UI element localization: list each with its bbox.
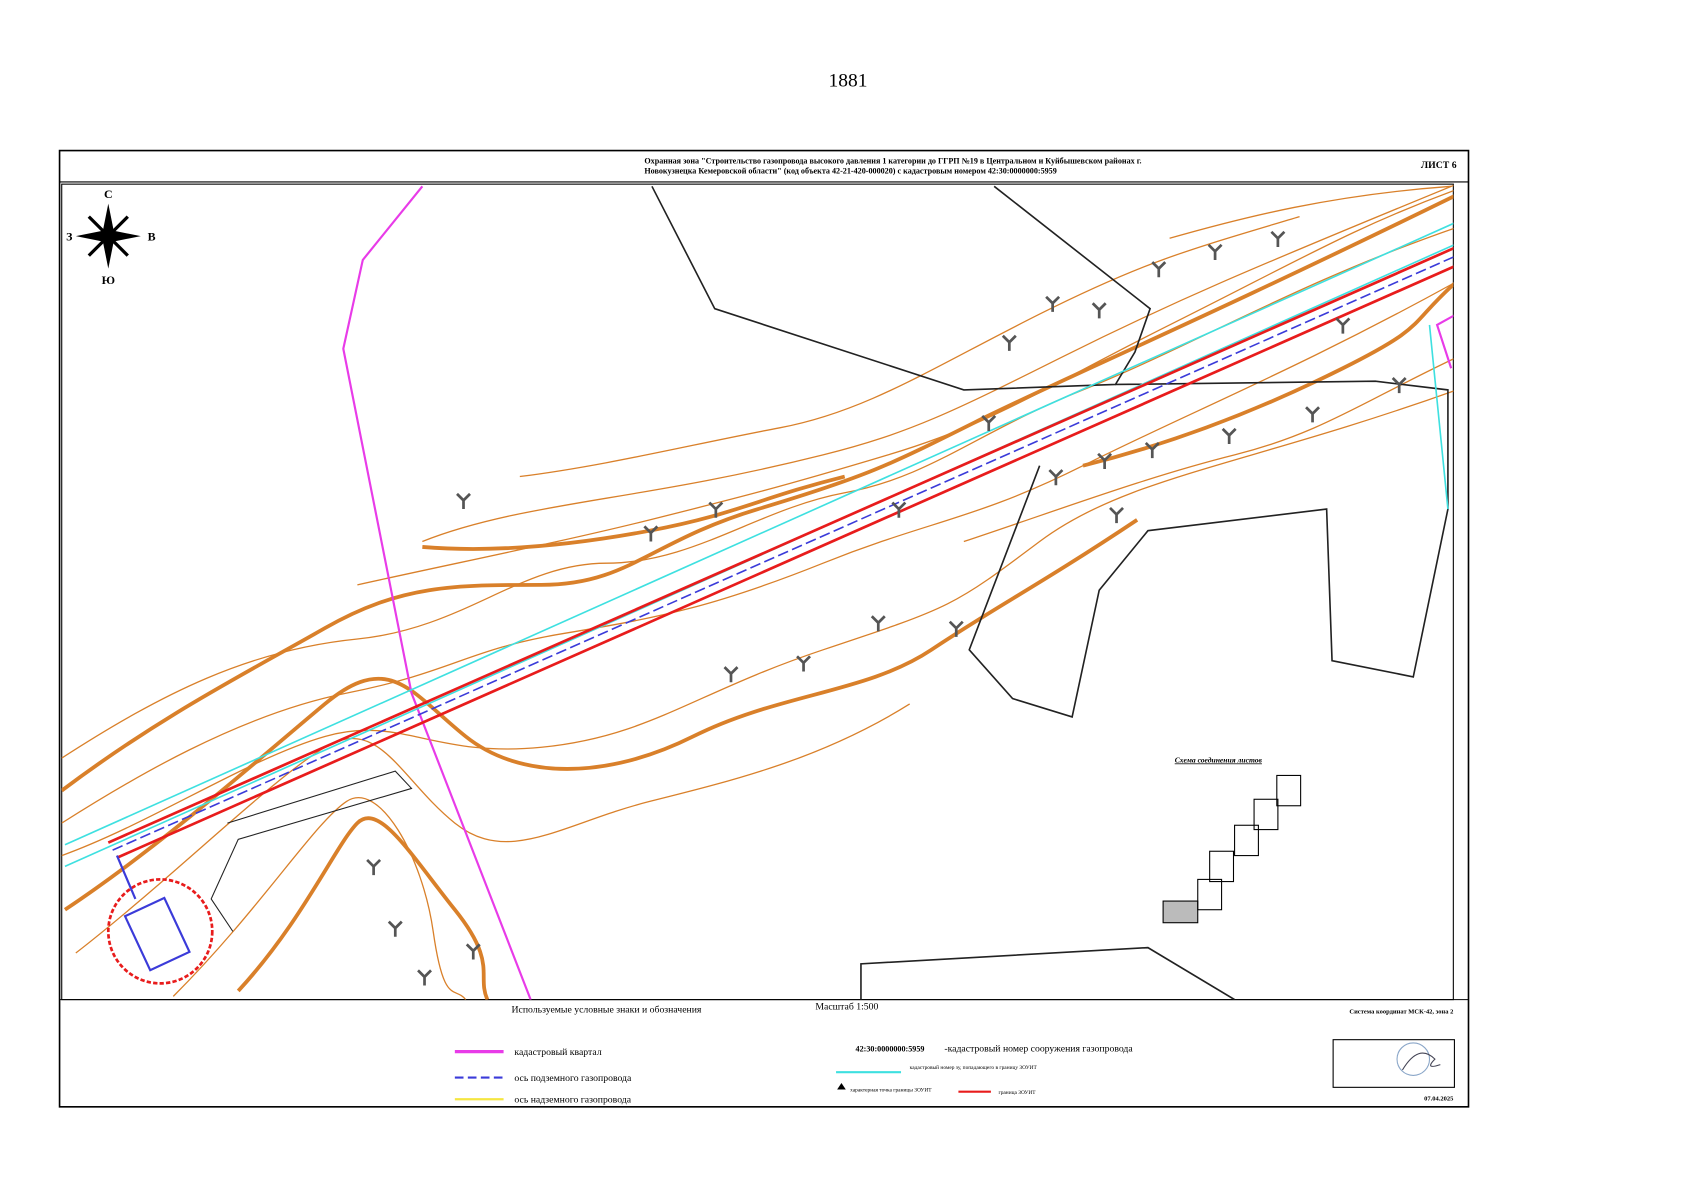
legend-label: ось надземного газопровода (514, 1094, 631, 1105)
compass: С Ю З В (66, 187, 155, 287)
contours (61, 184, 1454, 1000)
coordinate-system: Система координат МСК-42, зона 2 (1349, 1009, 1453, 1016)
title: Охранная зона "Строительство газопровода… (644, 157, 1141, 166)
compass-label: С (104, 187, 113, 201)
parcel-boundary (860, 946, 1235, 1000)
pipeline-axis (112, 256, 1454, 851)
sheet-scheme-title: Схема соединения листов (1175, 755, 1263, 764)
trees (365, 230, 1408, 987)
legend-label: кадастровый квартал (514, 1047, 601, 1058)
legend-title: Используемые условные знаки и обозначени… (511, 1005, 701, 1016)
zone-boundary (116, 265, 1454, 859)
map (61, 184, 1454, 1000)
date: 07.04.2025 (1424, 1095, 1453, 1102)
legend-code: 42:30:0000000:5959 (856, 1045, 925, 1054)
compass-label: З (66, 229, 72, 243)
sheet-scheme: Схема соединения листов (1162, 755, 1302, 924)
legend-label: характерная точка границы ЗОУИТ (850, 1088, 932, 1094)
ggrp (123, 896, 191, 972)
cadastral-quarter (1435, 314, 1454, 369)
title: Новокузнецка Кемеровской области" (код о… (644, 166, 1056, 175)
zone-boundary (107, 246, 1454, 844)
map-frame (61, 183, 1454, 1001)
legend-sample (837, 1083, 846, 1090)
stamp (1396, 1042, 1431, 1076)
parcel-boundary (651, 185, 1152, 391)
page-number: 1881 (828, 71, 867, 92)
legend-label: граница ЗОУИТ (998, 1090, 1036, 1096)
sheet-frame (58, 149, 1470, 1108)
zone-boundary (106, 878, 214, 985)
land-plot-line (64, 222, 1454, 846)
compass-label: Ю (102, 273, 115, 287)
pipeline-axis (115, 855, 137, 900)
land-plot-line (1428, 324, 1449, 510)
cadastral-quarter (342, 185, 532, 1000)
signature (1401, 1052, 1441, 1071)
compass-label: В (148, 229, 156, 243)
legend-label: ось подземного газопровода (514, 1073, 632, 1084)
parcel-boundary (210, 770, 413, 932)
signature-box (1332, 1039, 1455, 1088)
sheet-number: ЛИСТ 6 (1421, 160, 1457, 171)
legend-label: -кадастровый номер сооружения газопровод… (944, 1044, 1133, 1055)
parcel-boundary (968, 380, 1449, 718)
scale: Масштаб 1:500 (815, 1001, 878, 1012)
legend-label: кадастровый номер зу, попадающего в гран… (910, 1064, 1038, 1071)
